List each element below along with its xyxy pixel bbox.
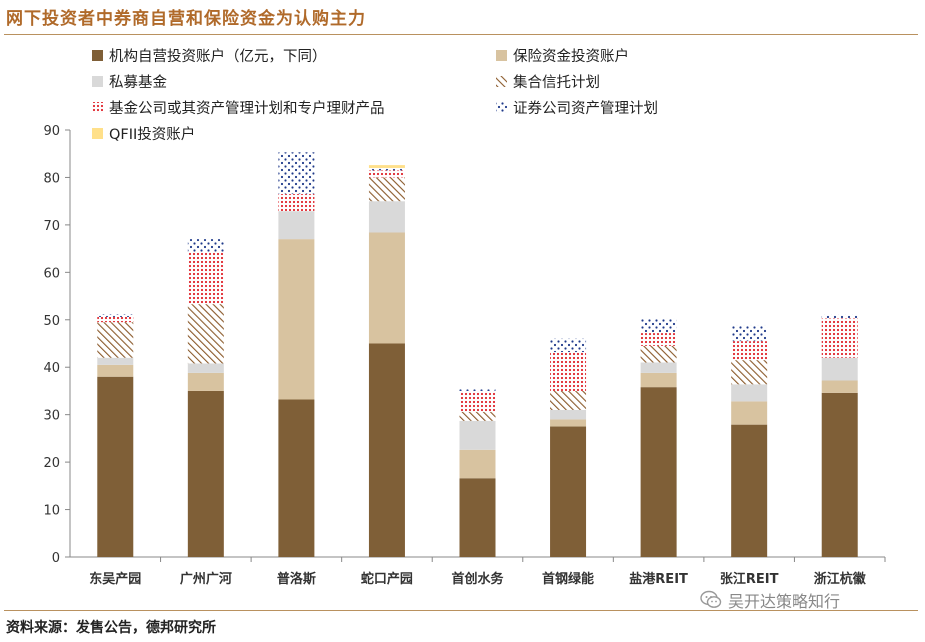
bar-segment-4	[97, 322, 134, 358]
bar-segment-3	[459, 420, 496, 450]
y-tick-label: 50	[43, 314, 60, 329]
legend-label: QFII投资账户	[109, 126, 195, 143]
bar-segment-6	[640, 318, 677, 334]
bar-segment-2	[278, 239, 315, 400]
legend-swatch	[92, 76, 103, 87]
bar-segment-5	[731, 341, 768, 361]
source-note: 资料来源：发售公告，德邦研究所	[6, 620, 216, 636]
bar-segment-1	[459, 478, 496, 557]
bar-segment-3	[368, 201, 405, 233]
x-tick-label: 普洛斯	[277, 571, 316, 587]
watermark: 吴开达策略知行	[700, 588, 840, 612]
bar-segment-6	[731, 324, 768, 342]
bar-segment-5	[97, 316, 134, 323]
bar-segment-5	[187, 251, 224, 305]
legend-swatch	[496, 76, 507, 87]
legend-swatch	[92, 128, 103, 139]
y-tick-label: 70	[43, 219, 60, 234]
bar-segment-2	[821, 380, 858, 393]
bar-segment-6	[550, 338, 587, 353]
x-tick-label: 东吴产园	[89, 571, 141, 587]
x-tick-label: 首创水务	[451, 571, 504, 587]
bar-segment-2	[97, 364, 134, 377]
chart-title: 网下投资者中券商自营和保险资金为认购主力	[6, 9, 366, 29]
bar-segment-3	[821, 357, 858, 381]
bar-segment-2	[550, 419, 587, 427]
bar-segment-3	[97, 357, 134, 365]
bar-segment-5	[368, 170, 405, 178]
x-axis-labels: 东吴产园 广州广河 普洛斯 蛇口产园 首创水务 首钢绿能 盐港REIT 张江REIT 浙江杭徽	[89, 571, 866, 587]
bar-segment-3	[550, 409, 587, 420]
bar-segment-1	[550, 426, 587, 557]
bar-segment-1	[187, 390, 224, 557]
bar-segment-1	[278, 399, 315, 557]
x-tick-label: 盐港REIT	[629, 571, 688, 587]
bar-segment-4	[731, 360, 768, 385]
y-tick-label: 90	[43, 124, 60, 139]
legend-swatch	[92, 50, 103, 61]
bar-segment-3	[731, 384, 768, 402]
bar-segment-1	[821, 392, 858, 557]
y-tick-label: 40	[43, 361, 60, 376]
bar-segment-6	[278, 152, 315, 195]
bar-segment-5	[459, 390, 496, 412]
wechat-icon	[700, 590, 722, 608]
x-tick-label: 张江REIT	[720, 571, 779, 587]
bar-segment-6	[187, 239, 224, 252]
y-tick-label: 20	[43, 456, 60, 471]
bar-segment-2	[731, 401, 768, 425]
bar-segment-4	[640, 345, 677, 363]
legend-label: 集合信托计划	[513, 74, 600, 91]
title-divider	[4, 34, 918, 35]
bar-segment-4	[368, 177, 405, 202]
legend-swatch	[92, 102, 103, 113]
x-tick-label: 浙江杭徽	[814, 571, 867, 587]
y-tick-label: 0	[52, 551, 60, 566]
footer-divider	[4, 610, 918, 611]
y-tick-label: 10	[43, 504, 60, 519]
bar-segment-2	[368, 232, 405, 344]
bar-segment-6	[97, 314, 134, 317]
x-tick-label: 首钢绿能	[542, 571, 594, 587]
y-tick-label: 30	[43, 409, 60, 424]
bar-segment-2	[187, 372, 224, 391]
bar-segment-4	[459, 411, 496, 421]
bar-segment-6	[368, 167, 405, 171]
legend-label: 机构自营投资账户（亿元，下同）	[109, 48, 327, 65]
legend-label: 证券公司资产管理计划	[513, 100, 658, 117]
bar-segment-2	[640, 372, 677, 388]
legend-swatch	[496, 102, 507, 113]
y-tick-label: 80	[43, 171, 60, 186]
x-tick-label: 蛇口产园	[361, 571, 413, 587]
x-tick-label: 广州广河	[180, 571, 232, 587]
bar-segment-2	[459, 449, 496, 479]
bar-segment-7	[368, 165, 405, 168]
bar-segment-1	[97, 376, 134, 557]
bar-segment-4	[187, 304, 224, 364]
bar-segment-3	[640, 362, 677, 373]
bar-segment-5	[821, 318, 858, 358]
legend-swatch	[496, 50, 507, 61]
legend-label: 基金公司或其资产管理计划和专户理财产品	[109, 100, 385, 117]
y-tick-label: 60	[43, 266, 60, 281]
legend-label: 私募基金	[109, 74, 167, 91]
bar-segment-6	[459, 388, 496, 391]
bar-segment-1	[640, 387, 677, 557]
bar-segment-1	[731, 424, 768, 557]
bar-segment-6	[821, 314, 858, 319]
bar-segment-1	[368, 343, 405, 557]
bar-segment-4	[550, 390, 587, 410]
bar-segment-5	[640, 333, 677, 346]
bar-segment-5	[278, 194, 315, 212]
bar-segment-5	[550, 352, 587, 391]
watermark-text: 吴开达策略知行	[728, 592, 841, 611]
legend-label: 保险资金投资账户	[513, 48, 629, 65]
bar-segment-3	[187, 363, 224, 373]
chart-bars	[97, 152, 858, 557]
bar-segment-3	[278, 211, 315, 240]
